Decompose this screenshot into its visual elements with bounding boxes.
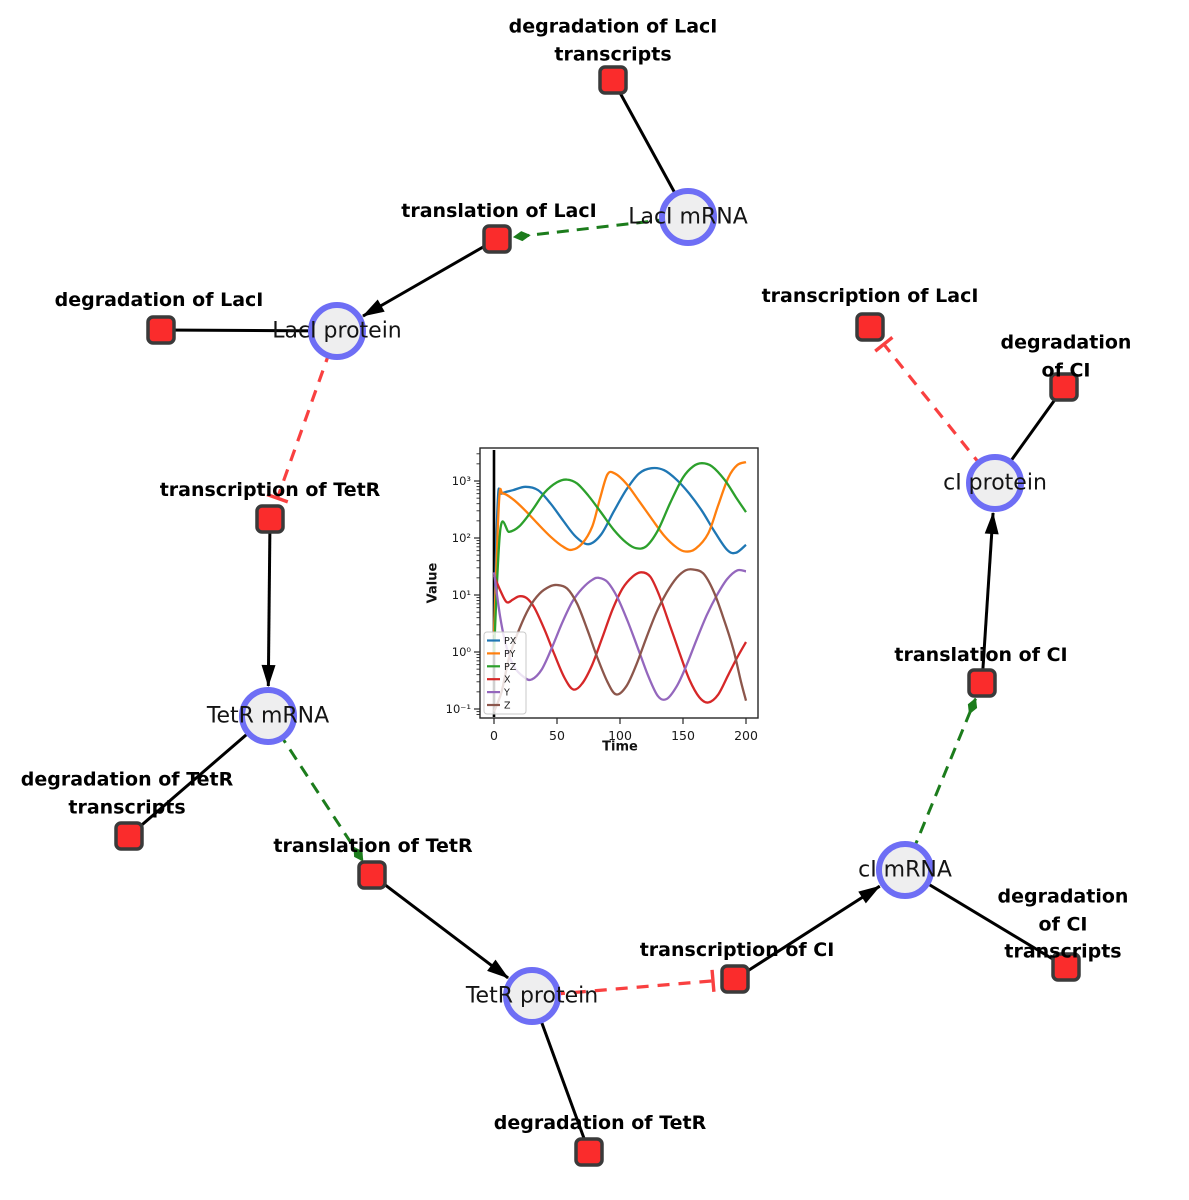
edge-modifier-laci_mrna-transl_laci <box>512 215 689 242</box>
species-node-tetr_mrna[interactable] <box>239 687 297 745</box>
svg-text:10⁰: 10⁰ <box>452 645 472 659</box>
edge-consumption-tetr_mrna-deg_tetr_tx <box>128 714 269 838</box>
edge-production-transl_laci-laci_protein <box>362 237 498 318</box>
series-line-Y <box>492 568 747 701</box>
axis-tick-labels: 0 50 100 150 200 10⁻¹ 10⁰ 10¹ 10² 10³ <box>446 474 758 743</box>
series-line-PX <box>492 466 747 635</box>
edge-production-transcr_ci-ci_mrna <box>734 884 881 981</box>
reaction-node-deg_ci_tx[interactable] <box>1051 952 1081 982</box>
svg-text:150: 150 <box>671 728 695 743</box>
edges-layer <box>128 79 1067 1153</box>
reaction-node-transl_tetr[interactable] <box>357 860 387 890</box>
chart-legend: PX PY PZ XYZ <box>483 631 527 715</box>
svg-text:10¹: 10¹ <box>452 588 471 602</box>
edge-inhibition-laci_protein-transcr_tetr <box>266 330 339 504</box>
species-node-laci_protein[interactable] <box>308 302 366 360</box>
svg-text:50: 50 <box>549 728 565 743</box>
reaction-node-deg_laci_tx[interactable] <box>598 65 628 95</box>
inset-plot: 0 50 100 150 200 10⁻¹ 10⁰ 10¹ 10² 10³ PX PY PZ XYZ <box>446 447 759 743</box>
nodes-layer <box>114 65 1081 1167</box>
svg-text:10³: 10³ <box>452 474 472 488</box>
edge-production-transcr_tetr-tetr_mrna <box>261 518 276 688</box>
series-layer <box>492 460 748 713</box>
legend-label-PZ: PZ <box>504 662 517 673</box>
species-node-ci_protein[interactable] <box>966 454 1024 512</box>
reaction-node-deg_tetr[interactable] <box>574 1137 604 1167</box>
series-line-X <box>492 571 747 704</box>
reaction-node-deg_laci[interactable] <box>146 315 176 345</box>
edge-inhibition-tetr_protein-transcr_ci <box>531 969 716 998</box>
svg-text:200: 200 <box>734 728 758 743</box>
edge-consumption-ci_mrna-deg_ci_tx <box>904 868 1067 969</box>
reaction-node-transcr_laci[interactable] <box>855 312 885 342</box>
reaction-node-transcr_ci[interactable] <box>720 964 750 994</box>
species-node-ci_mrna[interactable] <box>876 841 934 899</box>
legend-label-Y: Y <box>503 688 510 699</box>
edge-modifier-ci_mrna-transl_ci <box>903 697 978 871</box>
plot-spines <box>479 447 759 719</box>
reaction-node-transcr_tetr[interactable] <box>255 504 285 534</box>
svg-text:0: 0 <box>490 728 498 743</box>
edge-inhibition-ci_protein-transcr_laci <box>874 336 997 485</box>
edge-consumption-laci_protein-deg_laci <box>160 328 338 333</box>
reaction-node-transl_laci[interactable] <box>482 224 512 254</box>
series-line-PZ <box>492 462 747 653</box>
species-node-laci_mrna[interactable] <box>659 188 717 246</box>
reaction-node-transl_ci[interactable] <box>967 668 997 698</box>
legend-label-PX: PX <box>504 636 517 647</box>
svg-text:10²: 10² <box>452 531 471 545</box>
series-line-Z <box>492 568 748 713</box>
svg-text:100: 100 <box>608 728 632 743</box>
legend-label-Z: Z <box>504 701 511 712</box>
legend-label-X: X <box>504 675 511 686</box>
species-node-tetr_protein[interactable] <box>503 967 561 1025</box>
reaction-node-deg_tetr_tx[interactable] <box>114 821 144 851</box>
reaction-node-deg_ci[interactable] <box>1049 372 1079 402</box>
series-line-PY <box>492 460 747 635</box>
legend-label-PY: PY <box>504 649 516 660</box>
edge-production-transl_ci-ci_protein <box>980 511 999 684</box>
svg-text:10⁻¹: 10⁻¹ <box>446 702 471 716</box>
edge-production-transl_tetr-tetr_protein <box>371 873 509 980</box>
